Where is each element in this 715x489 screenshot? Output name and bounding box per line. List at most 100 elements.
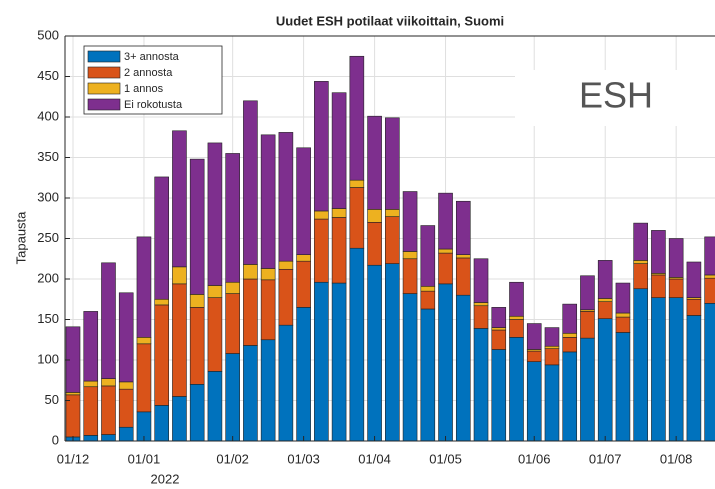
bar-segment bbox=[172, 266, 187, 285]
legend: 3+ annosta 2 annosta 1 annos Ei rokotusta bbox=[83, 45, 223, 115]
bar-segment bbox=[278, 268, 294, 326]
bar-segment bbox=[118, 426, 134, 442]
bar-segment bbox=[704, 277, 715, 304]
annotation-box bbox=[515, 70, 715, 126]
y-tick-label: 0 bbox=[52, 432, 59, 447]
x-tick-label: 01/07 bbox=[589, 451, 622, 466]
y-tick-label: 350 bbox=[37, 149, 59, 164]
bar-segment bbox=[438, 192, 453, 250]
y-tick-label: 450 bbox=[37, 68, 59, 83]
bar-segment bbox=[367, 222, 382, 266]
bar-segment bbox=[686, 315, 702, 442]
bar-segment bbox=[491, 349, 507, 442]
bar-segment bbox=[704, 236, 715, 276]
bar-segment bbox=[154, 298, 169, 306]
bar-segment bbox=[367, 209, 382, 223]
bar-segment bbox=[189, 158, 205, 295]
bar-segment bbox=[686, 261, 702, 298]
bar-segment bbox=[438, 248, 453, 254]
bar-segment bbox=[225, 153, 240, 283]
bar-segment bbox=[597, 301, 613, 319]
legend-swatch bbox=[87, 50, 121, 63]
bar-segment bbox=[101, 378, 116, 387]
bar-segment bbox=[562, 337, 578, 353]
bar-segment bbox=[473, 305, 489, 329]
axes: 0 50 100 150 200 250 300 350 400 450 500 01/12 01/01… bbox=[37, 27, 715, 466]
bar-segment bbox=[296, 307, 311, 442]
bar-segment bbox=[509, 281, 524, 317]
bar-segment bbox=[526, 323, 542, 350]
bar-segment bbox=[118, 388, 134, 428]
bar-segment bbox=[455, 200, 471, 256]
bar-segment bbox=[136, 236, 152, 338]
x-tick-label: 01/06 bbox=[518, 451, 551, 466]
bar-segment bbox=[260, 279, 276, 341]
bar-segment bbox=[580, 275, 595, 311]
bar-segment bbox=[544, 364, 560, 442]
y-tick-label: 500 bbox=[37, 27, 59, 42]
bar-segment bbox=[491, 329, 507, 350]
bar-segment bbox=[207, 297, 223, 372]
bar-segment bbox=[491, 327, 507, 331]
y-tick-label: 250 bbox=[37, 230, 59, 245]
bar-segment bbox=[704, 274, 715, 279]
legend-label: 1 annos bbox=[124, 83, 164, 95]
bar-segment bbox=[633, 263, 648, 290]
bar-segment bbox=[385, 117, 400, 210]
bar-segment bbox=[83, 311, 99, 382]
bar-segment bbox=[633, 260, 648, 264]
bar-segment bbox=[668, 278, 684, 298]
bar-segment bbox=[154, 176, 169, 300]
bar-segment bbox=[473, 328, 489, 442]
bar-segment bbox=[118, 292, 134, 383]
bar-segment bbox=[544, 348, 560, 366]
x-tick-label: 01/05 bbox=[429, 451, 462, 466]
y-tick-label: 200 bbox=[37, 270, 59, 285]
bar-segment bbox=[349, 55, 365, 181]
bar-segment bbox=[225, 293, 240, 354]
legend-swatch bbox=[87, 66, 121, 79]
bar-segment bbox=[296, 254, 311, 262]
bar-segment bbox=[597, 260, 613, 299]
bar-segment bbox=[154, 405, 169, 442]
bar-segment bbox=[562, 332, 578, 338]
legend-label: 3+ annosta bbox=[124, 51, 180, 63]
bar-segment bbox=[562, 303, 578, 334]
bar-segment bbox=[207, 285, 223, 298]
bar-segment bbox=[207, 142, 223, 286]
bar-segment bbox=[651, 274, 666, 298]
bar-segment bbox=[189, 383, 205, 442]
bar-segment bbox=[331, 208, 347, 218]
bar-segment bbox=[172, 130, 187, 268]
bar-segment bbox=[83, 380, 99, 388]
bar-segment bbox=[562, 351, 578, 442]
bar-segment bbox=[189, 294, 205, 308]
bar-segment bbox=[314, 218, 329, 283]
bar-segment bbox=[65, 394, 81, 438]
bar-segment bbox=[189, 307, 205, 385]
bar-segment bbox=[349, 179, 365, 188]
bar-segment bbox=[101, 434, 116, 442]
bar-segment bbox=[101, 385, 116, 435]
bar-segment bbox=[136, 343, 152, 413]
bar-segment bbox=[314, 210, 329, 220]
bar-segment bbox=[278, 260, 294, 270]
y-axis-label: Tapausta bbox=[13, 211, 28, 265]
bar-segment bbox=[260, 134, 276, 269]
bar-segment bbox=[207, 371, 223, 442]
bar-segment bbox=[526, 361, 542, 442]
bar-segment bbox=[402, 293, 418, 442]
bar-segment bbox=[296, 147, 311, 255]
bar-segment bbox=[385, 263, 400, 442]
bar-segment bbox=[438, 252, 453, 285]
y-tick-label: 100 bbox=[37, 351, 59, 366]
legend-label: Ei rokotusta bbox=[124, 99, 183, 111]
bar-segment bbox=[260, 339, 276, 442]
legend-swatch bbox=[87, 82, 121, 95]
bar-segment bbox=[597, 318, 613, 442]
bar-segment bbox=[314, 81, 329, 212]
bar-segment bbox=[331, 92, 347, 209]
bar-segment bbox=[597, 298, 613, 302]
x-tick-label: 01/03 bbox=[287, 451, 320, 466]
